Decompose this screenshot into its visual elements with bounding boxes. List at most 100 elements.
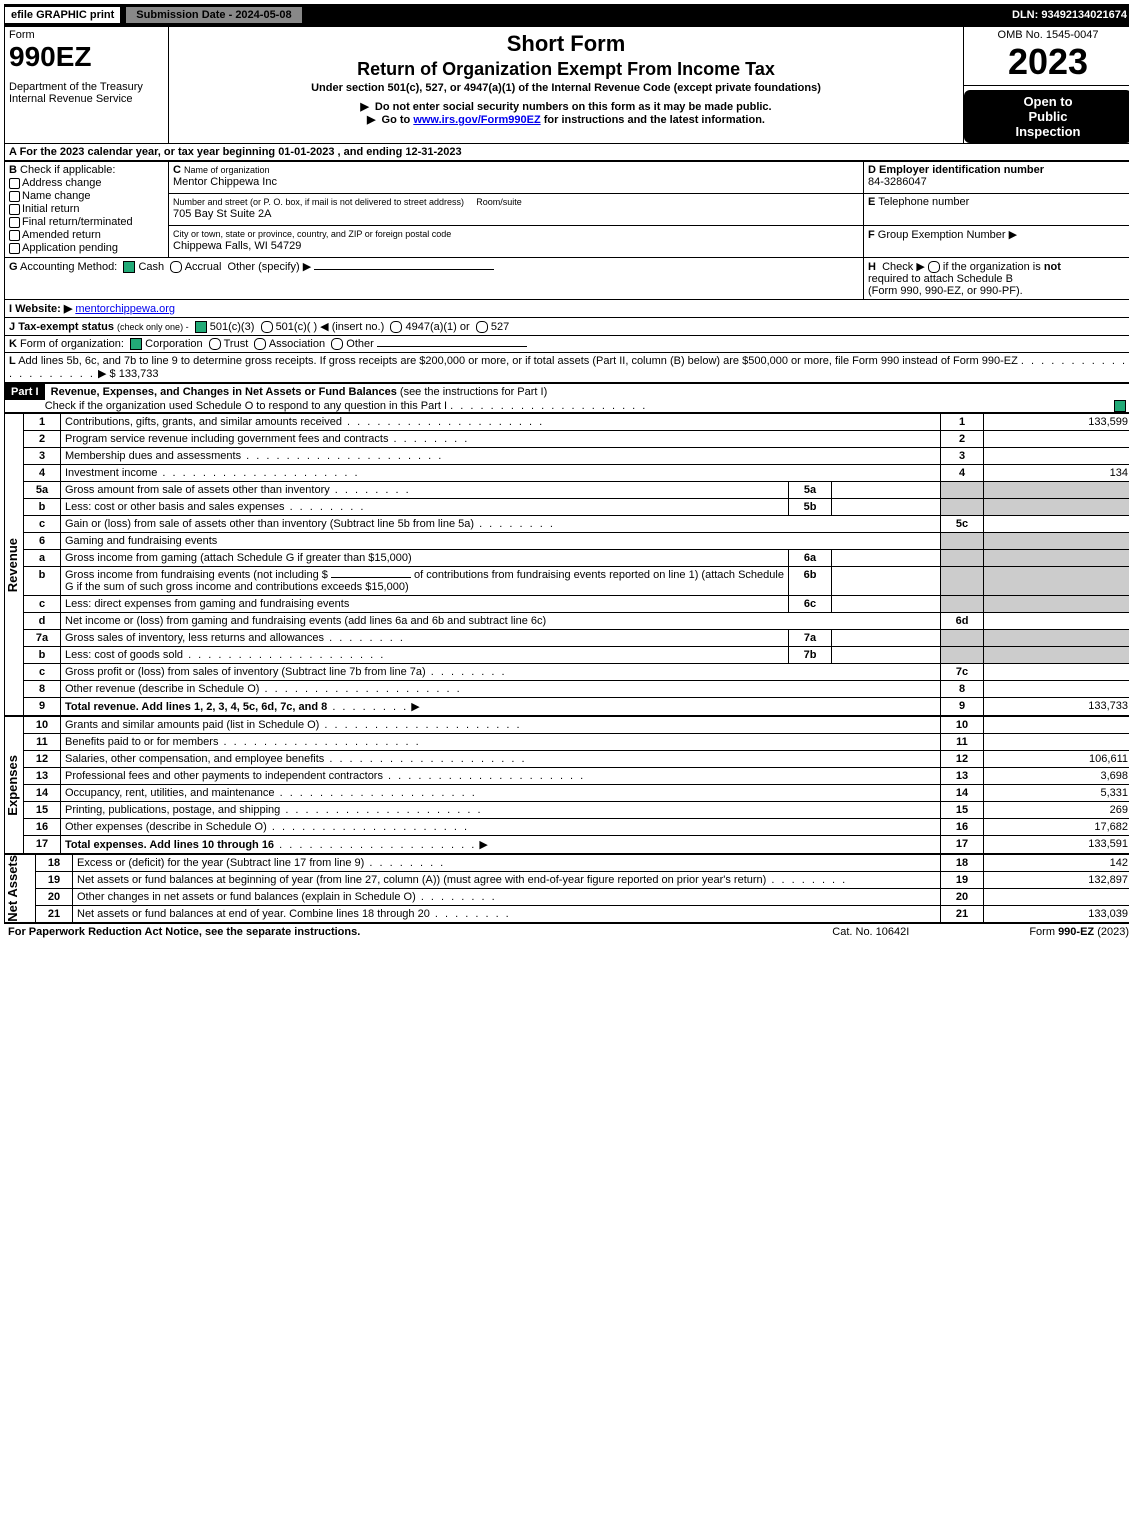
line-6b-input[interactable] bbox=[331, 577, 411, 578]
section-i-label: I bbox=[9, 303, 12, 315]
line-6a-subval bbox=[832, 550, 941, 567]
dots bbox=[324, 753, 526, 765]
line-14-num: 14 bbox=[24, 785, 61, 802]
dots bbox=[474, 518, 555, 530]
ein-value: 84-3286047 bbox=[868, 176, 927, 188]
efile-label[interactable]: efile GRAPHIC print bbox=[4, 6, 121, 24]
line-12-ln: 12 bbox=[941, 751, 984, 768]
city-label: City or town, state or province, country… bbox=[173, 229, 451, 239]
line-18-ln: 18 bbox=[941, 855, 984, 872]
dots bbox=[416, 891, 497, 903]
line-9-desc: Total revenue. Add lines 1, 2, 3, 4, 5c,… bbox=[65, 701, 327, 713]
line-17-val: 133,591 bbox=[984, 836, 1129, 854]
badge-line1: Open to bbox=[968, 94, 1128, 109]
checkbox-address-change[interactable] bbox=[9, 178, 20, 189]
line-9-num: 9 bbox=[24, 698, 61, 716]
line-5c-ln: 5c bbox=[941, 516, 984, 533]
h-check: Check ▶ bbox=[882, 261, 925, 273]
line-4-val: 134 bbox=[984, 465, 1129, 482]
opt-501c: 501(c)( ) ◀ (insert no.) bbox=[276, 321, 385, 333]
checkbox-name-change[interactable] bbox=[9, 191, 20, 202]
line-19-ln: 19 bbox=[941, 872, 984, 889]
checkbox-accrual[interactable] bbox=[170, 261, 182, 273]
line-7c-num: c bbox=[24, 664, 61, 681]
line-5c-desc: Gain or (loss) from sale of assets other… bbox=[65, 518, 474, 530]
short-form-title: Short Form bbox=[173, 31, 959, 57]
line-8-num: 8 bbox=[24, 681, 61, 698]
dots bbox=[183, 649, 385, 661]
line-6a-desc: Gross income from gaming (attach Schedul… bbox=[65, 552, 412, 564]
checkbox-501c[interactable] bbox=[261, 321, 273, 333]
line-1-ln: 1 bbox=[941, 414, 984, 431]
line-11-ln: 11 bbox=[941, 734, 984, 751]
line-13-desc: Professional fees and other payments to … bbox=[65, 770, 383, 782]
corp-label: Corporation bbox=[145, 338, 202, 350]
dots bbox=[319, 719, 521, 731]
line-6b-num: b bbox=[24, 567, 61, 596]
checkbox-application-pending[interactable] bbox=[9, 243, 20, 254]
section-j-label: J bbox=[9, 321, 15, 333]
line-15-val: 269 bbox=[984, 802, 1129, 819]
shaded-cell bbox=[941, 533, 984, 550]
irs-link[interactable]: www.irs.gov/Form990EZ bbox=[413, 114, 540, 126]
form-org-label: Form of organization: bbox=[20, 338, 124, 350]
line-7a-subval bbox=[832, 630, 941, 647]
shaded-cell bbox=[984, 630, 1129, 647]
shaded-cell bbox=[941, 647, 984, 664]
section-f-label: F bbox=[868, 229, 875, 241]
checkbox-association[interactable] bbox=[254, 338, 266, 350]
line-7c-desc: Gross profit or (loss) from sales of inv… bbox=[65, 666, 426, 678]
tax-status-sub: (check only one) - bbox=[117, 322, 189, 332]
checkbox-schedule-b[interactable] bbox=[928, 261, 940, 273]
arrow-icon bbox=[360, 101, 371, 113]
shaded-cell bbox=[984, 550, 1129, 567]
checkbox-trust[interactable] bbox=[209, 338, 221, 350]
dln-label: DLN: 93492134021674 bbox=[1012, 9, 1129, 21]
line-6-desc: Gaming and fundraising events bbox=[61, 533, 941, 550]
line-6c-num: c bbox=[24, 596, 61, 613]
shaded-cell bbox=[941, 482, 984, 499]
checkbox-cash[interactable] bbox=[123, 261, 135, 273]
line-7b-num: b bbox=[24, 647, 61, 664]
other-specify-input[interactable] bbox=[314, 269, 494, 270]
cash-label: Cash bbox=[138, 261, 164, 273]
line-7c-val bbox=[984, 664, 1129, 681]
footer-catno: Cat. No. 10642I bbox=[832, 926, 909, 938]
badge-line3: Inspection bbox=[968, 124, 1128, 139]
line-5b-sub: 5b bbox=[789, 499, 832, 516]
checkbox-corporation[interactable] bbox=[130, 338, 142, 350]
line-7a-desc: Gross sales of inventory, less returns a… bbox=[65, 632, 324, 644]
checkbox-4947[interactable] bbox=[390, 321, 402, 333]
checkbox-501c3[interactable] bbox=[195, 321, 207, 333]
form-number: 990EZ bbox=[9, 41, 164, 73]
website-link[interactable]: mentorchippewa.org bbox=[75, 303, 175, 315]
line-6d-num: d bbox=[24, 613, 61, 630]
other-org-input[interactable] bbox=[377, 346, 527, 347]
line-5c-val bbox=[984, 516, 1129, 533]
shaded-cell bbox=[941, 550, 984, 567]
dept-line2: Internal Revenue Service bbox=[9, 93, 164, 105]
line-11-val bbox=[984, 734, 1129, 751]
amended-return-label: Amended return bbox=[22, 229, 101, 241]
checkbox-initial-return[interactable] bbox=[9, 204, 20, 215]
open-to-public-badge: Open to Public Inspection bbox=[964, 90, 1129, 143]
checkbox-527[interactable] bbox=[476, 321, 488, 333]
main-title: Return of Organization Exempt From Incom… bbox=[173, 59, 959, 80]
checkbox-other-org[interactable] bbox=[331, 338, 343, 350]
line-7a-sub: 7a bbox=[789, 630, 832, 647]
line-16-val: 17,682 bbox=[984, 819, 1129, 836]
line-5b-desc: Less: cost or other basis and sales expe… bbox=[65, 501, 285, 513]
checkbox-amended-return[interactable] bbox=[9, 230, 20, 241]
section-k: K Form of organization: Corporation Trus… bbox=[4, 336, 1129, 353]
checkbox-final-return[interactable] bbox=[9, 217, 20, 228]
line-4-ln: 4 bbox=[941, 465, 984, 482]
line-19-desc: Net assets or fund balances at beginning… bbox=[77, 874, 766, 886]
tax-status-label: Tax-exempt status bbox=[18, 321, 114, 333]
h-text2: if the organization is bbox=[943, 261, 1041, 273]
line-6c-sub: 6c bbox=[789, 596, 832, 613]
checkbox-schedule-o[interactable] bbox=[1114, 400, 1126, 412]
line-15-num: 15 bbox=[24, 802, 61, 819]
dots bbox=[342, 416, 544, 428]
h-not: not bbox=[1044, 261, 1061, 273]
section-h-label: H bbox=[868, 261, 876, 273]
